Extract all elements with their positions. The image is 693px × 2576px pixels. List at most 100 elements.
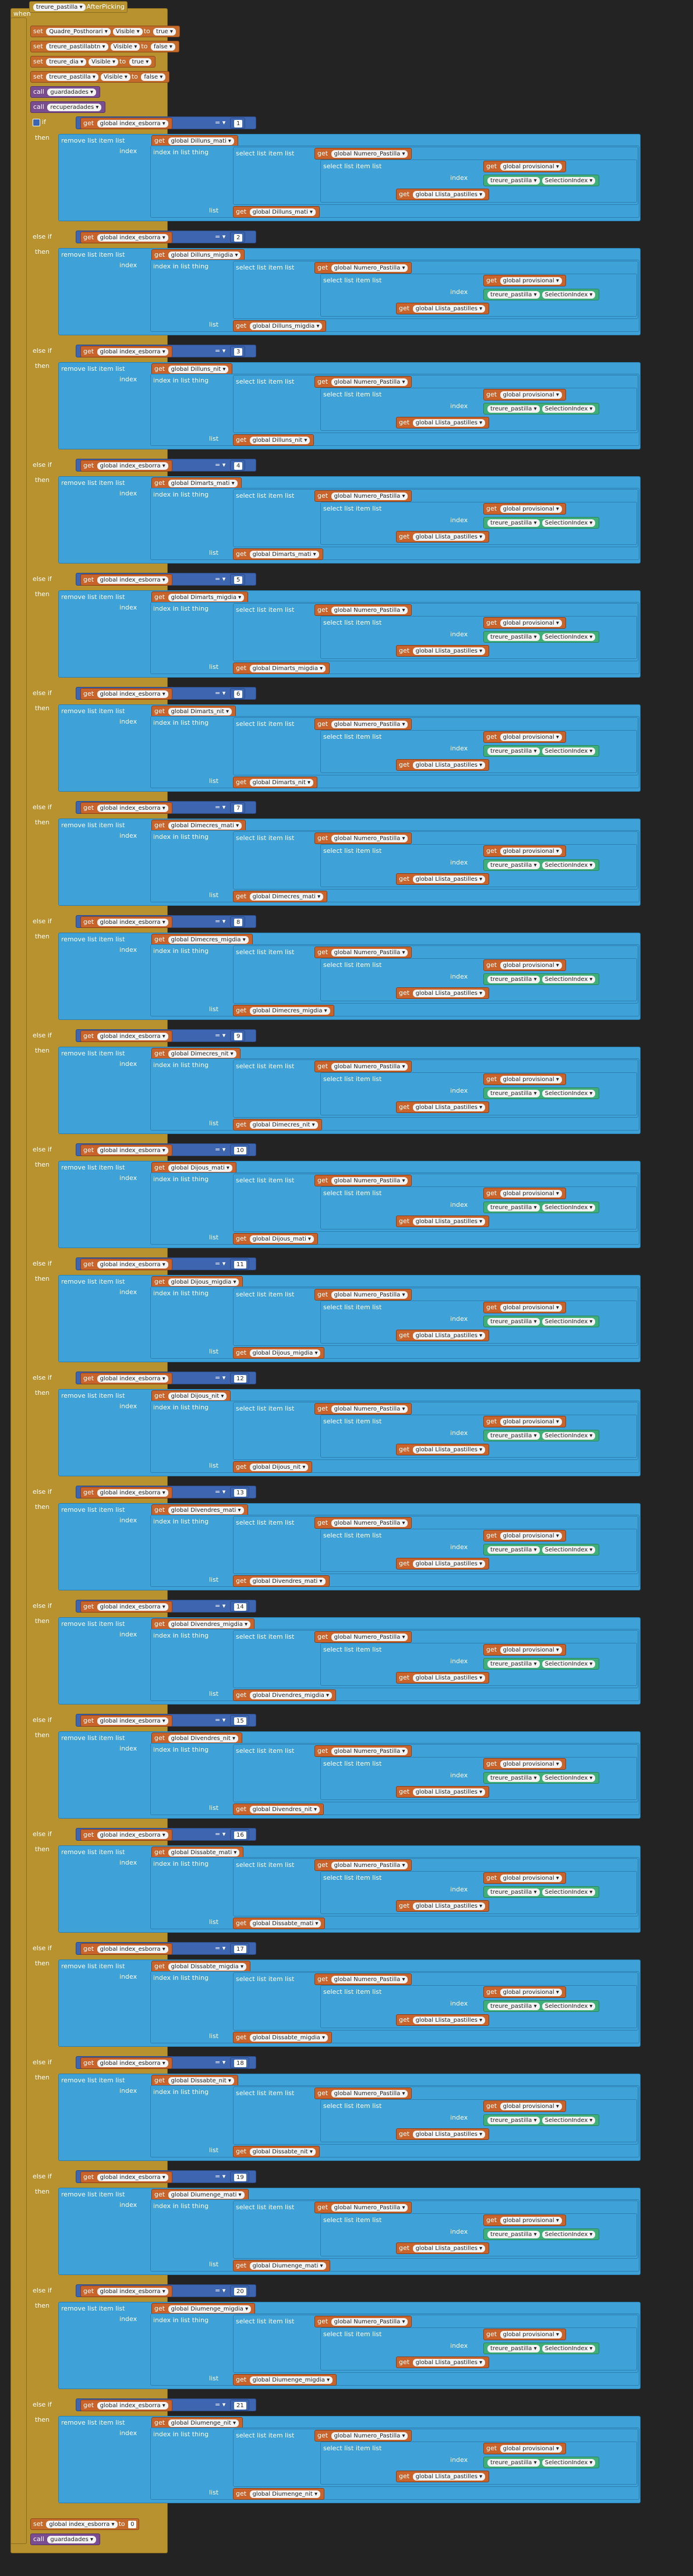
get-index-esborra[interactable]: get global index_esborra ▾ [80,346,172,357]
dropdown[interactable]: global Llista_pastilles ▾ [412,1103,486,1111]
get-index-esborra[interactable]: get global index_esborra ▾ [80,2057,172,2069]
get-index-esborra[interactable]: get global index_esborra ▾ [80,802,172,814]
get-day-list-2[interactable]: get global Dimarts_mati ▾ [233,548,323,560]
get-day-list[interactable]: get global Dissabte_migdia ▾ [151,1961,251,1972]
dropdown[interactable]: global provisional ▾ [500,2330,562,2338]
get-day-list-2[interactable]: get global Diumenge_mati ▾ [233,2260,330,2272]
selection-index-getter[interactable]: treure_pastilla ▾ SelectionIndex ▾ [483,1430,600,1441]
dropdown[interactable]: global provisional ▾ [500,2102,562,2110]
event-component-selector[interactable]: treure_pastilla ▾ AfterPicking [29,1,128,13]
dropdown[interactable]: global provisional ▾ [500,1874,562,1882]
number-field[interactable]: 16 [234,1831,246,1839]
dropdown[interactable]: SelectionIndex ▾ [542,2116,596,2124]
dropdown[interactable]: global Dimarts_nit ▾ [168,707,232,715]
get-llista-pastilles[interactable]: get global Llista_pastilles ▾ [396,1216,490,1227]
get-index-esborra[interactable]: get global index_esborra ▾ [80,1829,172,1841]
number-field[interactable]: 10 [234,1147,246,1154]
dropdown[interactable]: global index_esborra ▾ [97,918,168,926]
get-day-list[interactable]: get global Dilluns_mati ▾ [151,135,238,147]
dropdown[interactable]: global Llista_pastilles ▾ [412,1445,486,1454]
dropdown[interactable]: SelectionIndex ▾ [542,290,596,299]
dropdown[interactable]: SelectionIndex ▾ [542,861,596,869]
get-provisional[interactable]: get global provisional ▾ [483,1758,566,1770]
get-index-esborra[interactable]: get global index_esborra ▾ [80,1145,172,1156]
get-provisional[interactable]: get global provisional ▾ [483,161,566,172]
get-day-list-2[interactable]: get global Dimarts_nit ▾ [233,777,318,788]
dropdown[interactable]: global index_esborra ▾ [97,348,168,356]
get-day-list-2[interactable]: get global Diumenge_nit ▾ [233,2488,325,2500]
get-numero-pastilla[interactable]: get global Numero_Pastilla ▾ [314,2202,412,2213]
dropdown[interactable]: global provisional ▾ [500,1303,562,1312]
dropdown[interactable]: global Divendres_mati ▾ [249,1577,326,1585]
dropdown[interactable]: global Numero_Pastilla ▾ [331,378,408,386]
dropdown[interactable]: global Numero_Pastilla ▾ [331,948,408,956]
dropdown[interactable]: global Dimarts_migdia ▾ [168,593,245,601]
dropdown[interactable]: true ▾ [129,58,152,66]
dropdown[interactable]: recuperadades ▾ [47,103,102,111]
get-numero-pastilla[interactable]: get global Numero_Pastilla ▾ [314,148,412,160]
dropdown[interactable]: true ▾ [153,27,176,36]
dropdown[interactable]: global index_esborra ▾ [97,576,168,584]
get-index-esborra[interactable]: get global index_esborra ▾ [80,1373,172,1384]
dropdown[interactable]: global Dilluns_migdia ▾ [249,322,323,330]
dropdown[interactable]: SelectionIndex ▾ [542,519,596,527]
dropdown[interactable]: global index_esborra ▾ [97,804,168,812]
dropdown[interactable]: treure_pastilla ▾ [487,519,540,527]
get-index-esborra[interactable]: get global index_esborra ▾ [80,460,172,472]
dropdown[interactable]: global Llista_pastilles ▾ [412,2358,486,2366]
dropdown[interactable]: global Llista_pastilles ▾ [412,989,486,997]
number-field[interactable]: 0 [128,2521,137,2528]
dropdown[interactable]: treure_pastilla ▾ [487,1546,540,1554]
component-dropdown[interactable]: treure_pastilla ▾ [33,3,86,11]
dropdown[interactable]: global Numero_Pastilla ▾ [331,2318,408,2326]
selection-index-getter[interactable]: treure_pastilla ▾ SelectionIndex ▾ [483,1658,600,1670]
dropdown[interactable]: global Llista_pastilles ▾ [412,875,486,883]
dropdown[interactable]: global provisional ▾ [500,847,562,855]
dropdown[interactable]: global Llista_pastilles ▾ [412,1331,486,1340]
number-field[interactable]: 9 [234,1033,243,1040]
dropdown[interactable]: global Diumenge_mati ▾ [168,2191,245,2199]
get-numero-pastilla[interactable]: get global Numero_Pastilla ▾ [314,1859,412,1871]
get-day-list[interactable]: get global Dijous_mati ▾ [151,1162,236,1174]
get-day-list-2[interactable]: get global Dimarts_migdia ▾ [233,662,330,674]
get-llista-pastilles[interactable]: get global Llista_pastilles ▾ [396,1444,490,1455]
get-day-list-2[interactable]: get global Dissabte_migdia ▾ [233,2032,333,2043]
dropdown[interactable]: treure_pastilla ▾ [487,2344,540,2352]
dropdown[interactable]: global Numero_Pastilla ▾ [331,1519,408,1527]
dropdown[interactable]: treure_pastilla ▾ [487,1089,540,1097]
dropdown[interactable]: global Llista_pastilles ▾ [412,1674,486,1682]
selection-index-getter[interactable]: treure_pastilla ▾ SelectionIndex ▾ [483,289,600,300]
dropdown[interactable]: SelectionIndex ▾ [542,2002,596,2010]
get-provisional[interactable]: get global provisional ▾ [483,2329,566,2340]
dropdown[interactable]: SelectionIndex ▾ [542,1089,596,1097]
get-day-list-2[interactable]: get global Dissabte_nit ▾ [233,2146,320,2157]
dropdown[interactable]: global index_esborra ▾ [97,2401,168,2410]
dropdown[interactable]: treure_pastilla ▾ [487,747,540,755]
dropdown[interactable]: global provisional ▾ [500,277,562,285]
selection-index-getter[interactable]: treure_pastilla ▾ SelectionIndex ▾ [483,1316,600,1327]
get-numero-pastilla[interactable]: get global Numero_Pastilla ▾ [314,376,412,388]
dropdown[interactable]: global provisional ▾ [500,162,562,171]
get-index-esborra[interactable]: get global index_esborra ▾ [80,574,172,586]
number-literal[interactable]: 17 [230,1943,249,1954]
dropdown[interactable]: false ▾ [150,42,175,51]
dropdown[interactable]: global Llista_pastilles ▾ [412,2130,486,2138]
get-index-esborra[interactable]: get global index_esborra ▾ [80,118,172,129]
get-numero-pastilla[interactable]: get global Numero_Pastilla ▾ [314,604,412,616]
get-provisional[interactable]: get global provisional ▾ [483,389,566,401]
selection-index-getter[interactable]: treure_pastilla ▾ SelectionIndex ▾ [483,2000,600,2012]
get-provisional[interactable]: get global provisional ▾ [483,731,566,743]
get-day-list[interactable]: get global Diumenge_nit ▾ [151,2417,243,2429]
get-index-esborra[interactable]: get global index_esborra ▾ [80,1715,172,1727]
dropdown[interactable]: global Llista_pastilles ▾ [412,1788,486,1796]
dropdown[interactable]: treure_pastilla ▾ [487,2002,540,2010]
number-literal[interactable]: 10 [230,1145,249,1156]
dropdown[interactable]: Quadre_Posthorari ▾ [46,27,111,36]
get-index-esborra[interactable]: get global index_esborra ▾ [80,1030,172,1042]
number-literal[interactable]: 12 [230,1373,249,1384]
dropdown[interactable]: SelectionIndex ▾ [542,1888,596,1896]
dropdown[interactable]: global Numero_Pastilla ▾ [331,492,408,500]
dropdown[interactable]: global Dissabte_nit ▾ [168,2077,234,2085]
dropdown[interactable]: treure_pastilla ▾ [487,1317,540,1326]
